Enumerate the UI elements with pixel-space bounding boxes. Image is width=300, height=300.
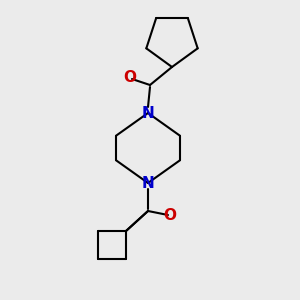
Text: N: N — [142, 106, 154, 121]
Text: N: N — [142, 176, 154, 190]
Text: O: O — [164, 208, 176, 224]
Text: O: O — [124, 70, 136, 85]
